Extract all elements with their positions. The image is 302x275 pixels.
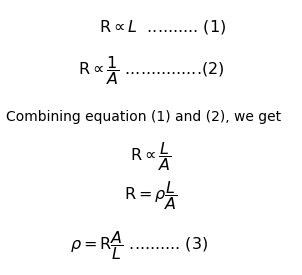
Text: $\mathrm{R} \propto \dfrac{L}{A}$: $\mathrm{R} \propto \dfrac{L}{A}$ bbox=[130, 140, 172, 173]
Text: $\rho = \mathrm{R}\dfrac{A}{L}$ .......... (3): $\rho = \mathrm{R}\dfrac{A}{L}$ ........… bbox=[70, 229, 208, 262]
Text: $\mathrm{R} \propto L$  .......... (1): $\mathrm{R} \propto L$ .......... (1) bbox=[99, 18, 226, 36]
Text: $\mathrm{R} = \rho\dfrac{L}{A}$: $\mathrm{R} = \rho\dfrac{L}{A}$ bbox=[124, 179, 178, 212]
Text: $\mathrm{R} \propto \dfrac{1}{A}$ ...............(2): $\mathrm{R} \propto \dfrac{1}{A}$ ......… bbox=[78, 54, 224, 87]
Text: Combining equation (1) and (2), we get: Combining equation (1) and (2), we get bbox=[6, 110, 281, 124]
